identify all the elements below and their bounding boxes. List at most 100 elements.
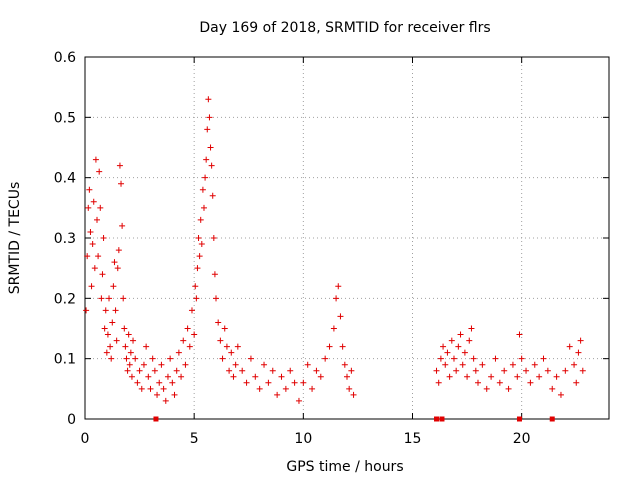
data-point bbox=[566, 343, 573, 350]
data-point bbox=[466, 337, 473, 344]
data-point bbox=[300, 379, 307, 386]
data-point bbox=[221, 325, 228, 332]
data-point bbox=[252, 373, 259, 380]
data-point bbox=[278, 373, 285, 380]
data-point bbox=[158, 361, 165, 368]
data-point bbox=[123, 355, 130, 362]
data-point bbox=[247, 355, 254, 362]
data-point bbox=[173, 367, 180, 374]
data-point bbox=[160, 385, 167, 392]
data-point bbox=[232, 361, 239, 368]
data-point bbox=[197, 216, 204, 223]
data-point bbox=[261, 361, 268, 368]
data-point bbox=[496, 379, 503, 386]
flag-marker bbox=[153, 416, 159, 422]
data-point bbox=[333, 295, 340, 302]
data-point bbox=[112, 307, 119, 314]
data-point bbox=[553, 373, 560, 380]
data-point bbox=[164, 373, 171, 380]
data-point bbox=[339, 343, 346, 350]
y-tick-label: 0.6 bbox=[54, 50, 76, 66]
data-point bbox=[437, 355, 444, 362]
data-point bbox=[575, 349, 582, 356]
data-point bbox=[313, 367, 320, 374]
data-point bbox=[116, 162, 123, 169]
flag-marker bbox=[549, 416, 555, 422]
data-point bbox=[226, 367, 233, 374]
data-point bbox=[446, 373, 453, 380]
data-point bbox=[125, 331, 132, 338]
data-point bbox=[196, 253, 203, 260]
data-point bbox=[291, 379, 298, 386]
data-point bbox=[192, 283, 199, 290]
data-point bbox=[444, 349, 451, 356]
data-point bbox=[140, 361, 147, 368]
data-point bbox=[104, 331, 111, 338]
data-point bbox=[287, 367, 294, 374]
data-point bbox=[540, 355, 547, 362]
data-point bbox=[95, 253, 102, 260]
data-point bbox=[350, 391, 357, 398]
data-point bbox=[124, 367, 131, 374]
data-point bbox=[344, 373, 350, 380]
data-point bbox=[516, 331, 523, 338]
data-point bbox=[110, 283, 117, 290]
data-point bbox=[317, 373, 324, 380]
data-point bbox=[132, 355, 139, 362]
data-point bbox=[88, 283, 95, 290]
data-point bbox=[514, 373, 521, 380]
data-point bbox=[304, 361, 311, 368]
data-point bbox=[109, 319, 116, 326]
data-point bbox=[209, 192, 216, 199]
data-point bbox=[127, 349, 134, 356]
data-point bbox=[186, 343, 193, 350]
y-tick-label: 0.4 bbox=[54, 171, 76, 187]
data-point bbox=[219, 355, 226, 362]
data-point bbox=[523, 367, 530, 374]
data-point bbox=[295, 397, 302, 404]
data-point bbox=[108, 355, 115, 362]
data-point bbox=[98, 295, 105, 302]
data-point bbox=[203, 156, 210, 163]
data-point bbox=[326, 343, 333, 350]
x-tick-label: 15 bbox=[404, 431, 422, 447]
data-point bbox=[86, 186, 93, 193]
data-point bbox=[115, 247, 122, 254]
data-point bbox=[341, 361, 348, 368]
data-point bbox=[335, 283, 342, 290]
data-point bbox=[195, 235, 202, 241]
axis-ticks: 0 0.1 0.2 0.3 0.4 0.5 0.6 0 5 10 15 20 bbox=[54, 50, 609, 447]
data-point bbox=[111, 259, 118, 266]
data-point bbox=[103, 349, 110, 356]
data-point bbox=[309, 385, 316, 392]
data-point bbox=[138, 385, 145, 392]
data-point bbox=[455, 343, 462, 350]
data-point bbox=[234, 343, 241, 350]
data-point bbox=[145, 373, 152, 380]
data-point bbox=[134, 379, 141, 386]
data-point bbox=[89, 241, 96, 248]
data-point bbox=[154, 391, 161, 398]
data-point bbox=[193, 295, 200, 302]
data-point bbox=[459, 361, 466, 368]
chart-title: Day 169 of 2018, SRMTID for receiver flr… bbox=[199, 20, 490, 36]
data-point bbox=[573, 379, 580, 386]
data-point bbox=[549, 385, 556, 392]
data-point bbox=[120, 295, 127, 302]
data-point bbox=[91, 265, 98, 272]
data-point bbox=[92, 156, 99, 163]
data-point bbox=[479, 361, 486, 368]
data-point bbox=[505, 385, 512, 392]
data-point bbox=[440, 343, 447, 350]
data-point bbox=[501, 367, 508, 374]
data-point bbox=[468, 325, 475, 332]
data-point bbox=[171, 391, 178, 398]
flag-markers bbox=[153, 416, 555, 422]
x-tick-label: 20 bbox=[513, 431, 531, 447]
data-point bbox=[206, 114, 213, 121]
data-point bbox=[99, 271, 106, 278]
data-point bbox=[435, 379, 442, 386]
data-point bbox=[488, 373, 495, 380]
y-tick-label: 0.2 bbox=[54, 291, 76, 307]
data-point bbox=[199, 186, 206, 193]
